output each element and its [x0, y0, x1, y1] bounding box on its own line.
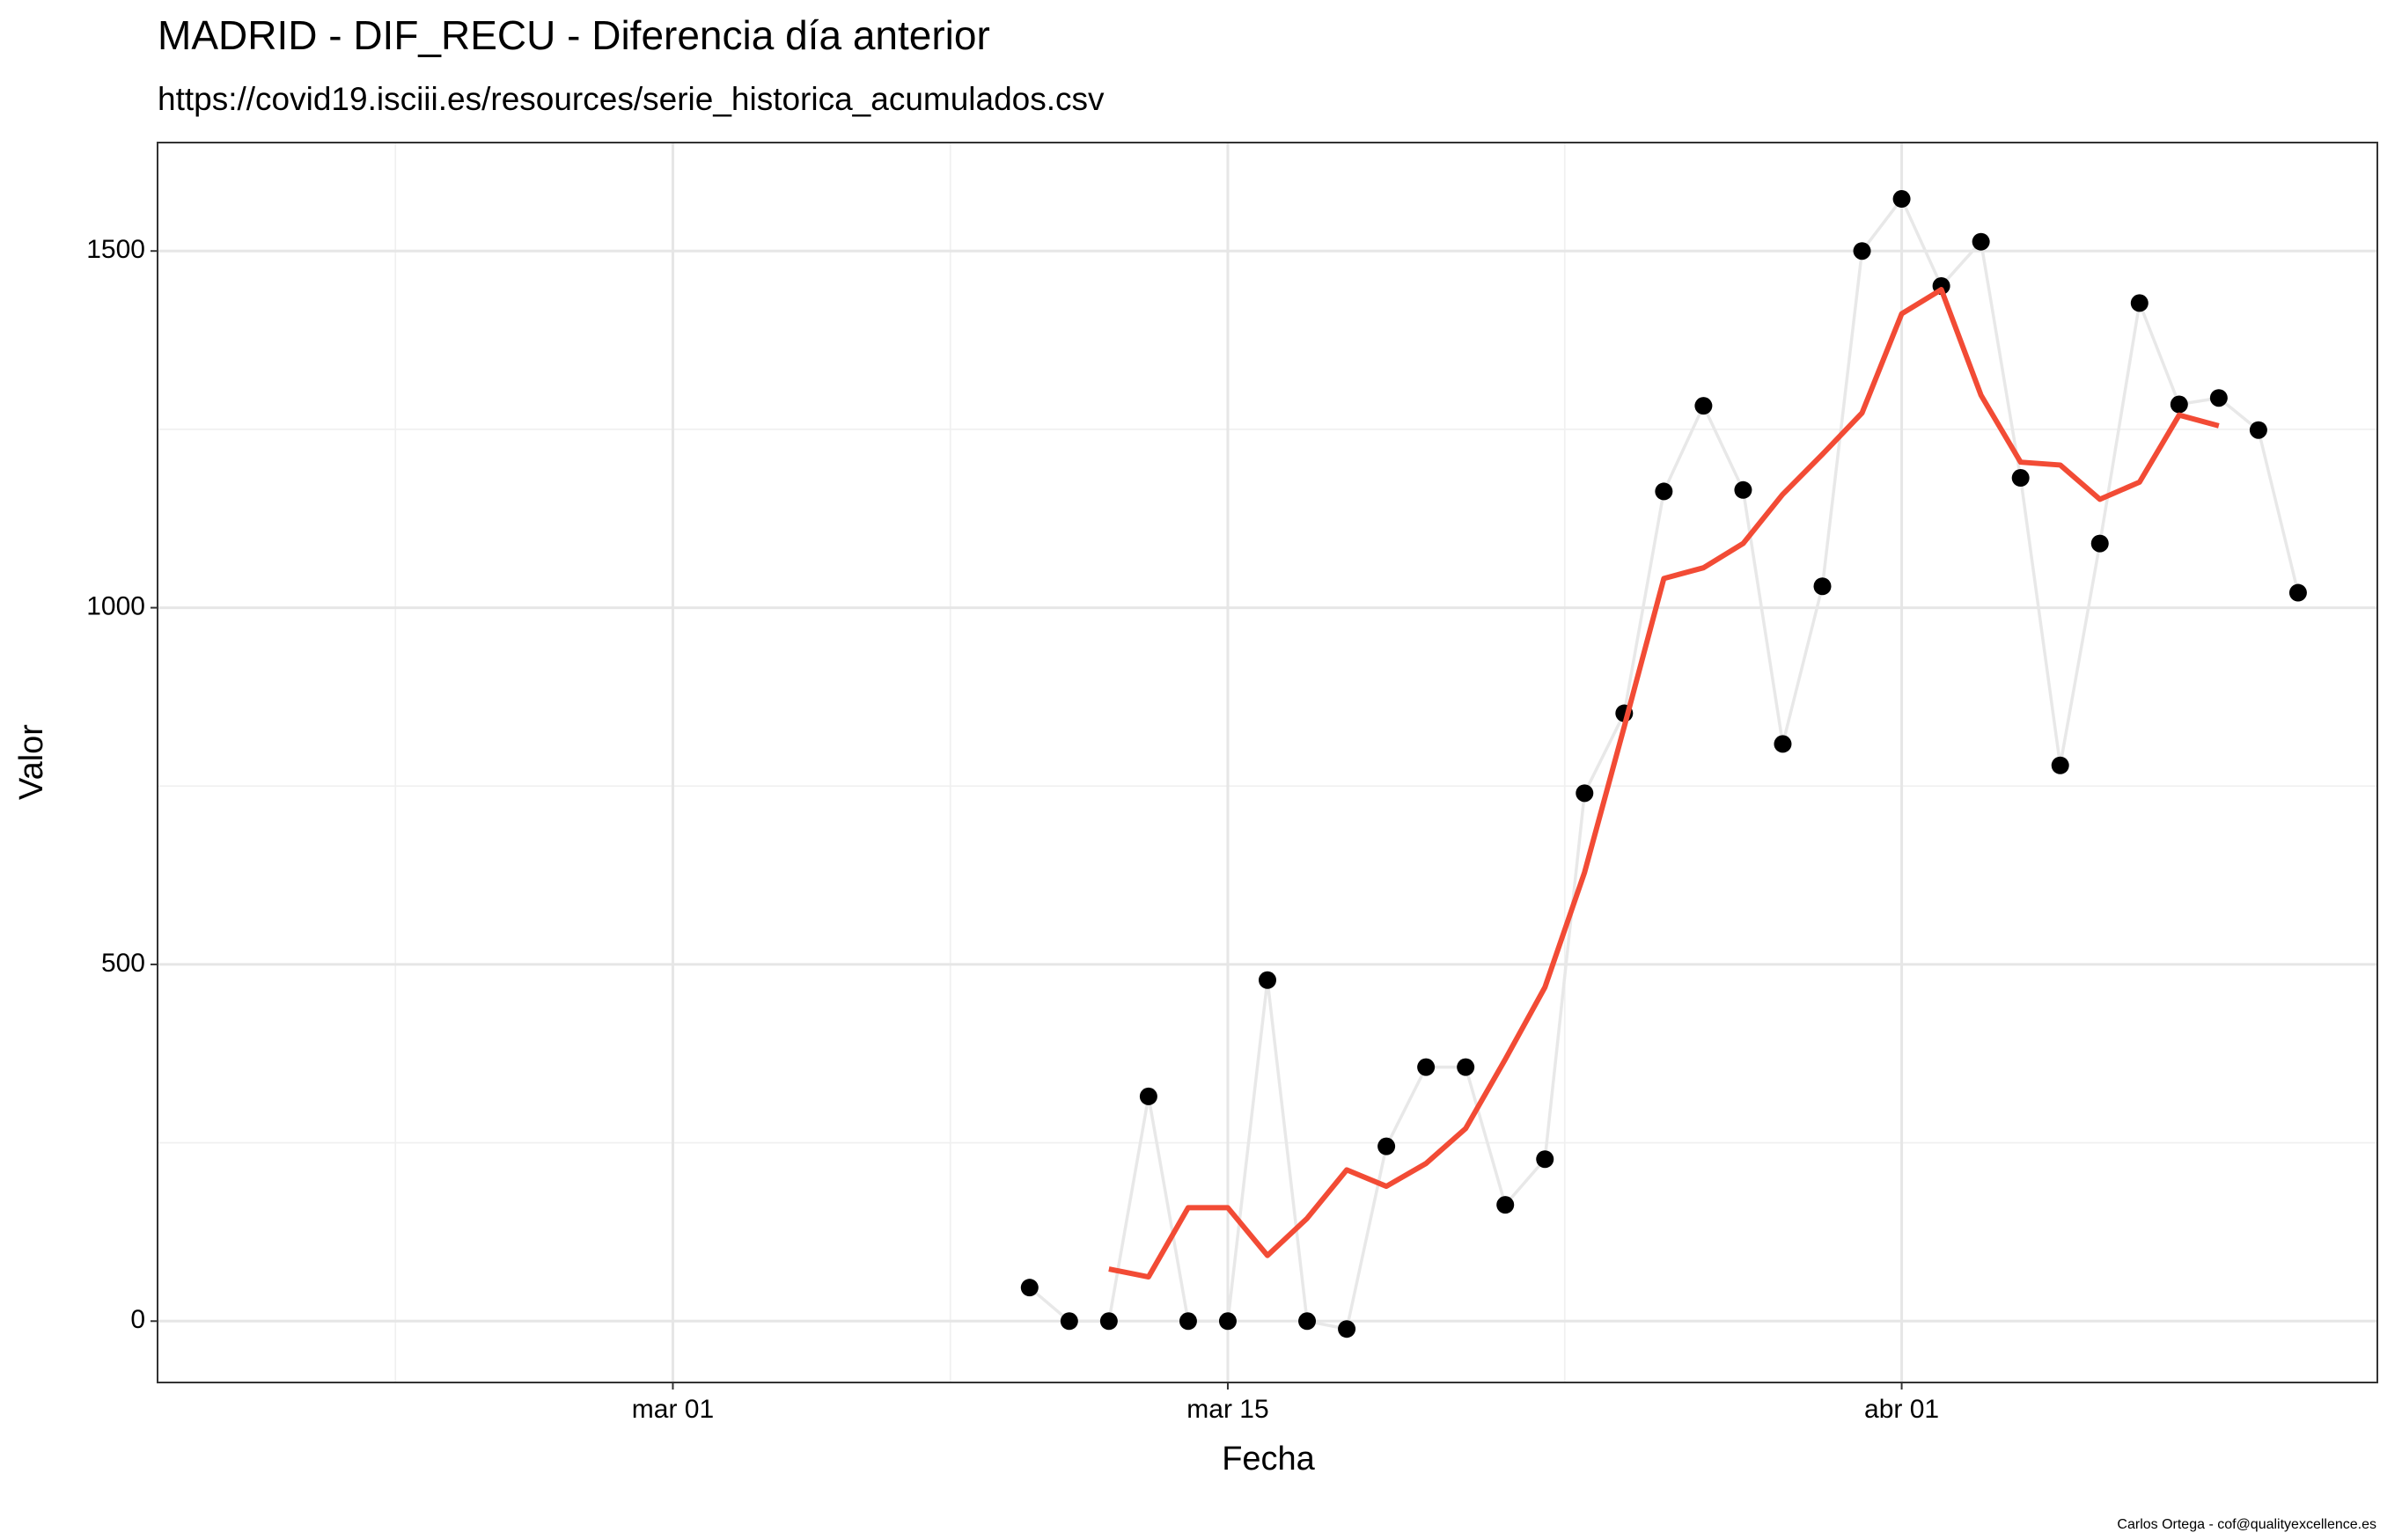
point — [1694, 397, 1713, 415]
point — [1655, 482, 1673, 501]
point — [2011, 469, 2030, 488]
point — [2288, 583, 2307, 602]
point — [1060, 1312, 1078, 1331]
point — [1892, 190, 1911, 209]
point — [2090, 534, 2109, 553]
point — [1259, 971, 1276, 989]
y-tick-label: 0 — [130, 1305, 145, 1334]
panel-border — [157, 142, 2378, 1383]
point — [1338, 1320, 1356, 1338]
point — [2051, 756, 2069, 774]
x-tick-label: abr 01 — [1864, 1395, 1939, 1424]
point — [1218, 1312, 1237, 1331]
x-tick-label: mar 15 — [1186, 1395, 1268, 1424]
y-axis-label: Valor — [13, 724, 50, 800]
moving-average-line — [1108, 287, 2220, 1280]
point — [1813, 577, 1832, 596]
point — [1576, 784, 1594, 803]
point — [2130, 294, 2149, 312]
connecting-line — [1028, 197, 2300, 1331]
point — [1020, 1279, 1039, 1297]
y-tick-label: 500 — [101, 949, 145, 978]
point — [2209, 389, 2228, 407]
point — [1853, 242, 1871, 260]
point — [1298, 1312, 1317, 1331]
point — [1734, 480, 1752, 499]
point — [2249, 421, 2267, 439]
x-axis-label: Fecha — [1222, 1441, 1315, 1478]
point — [1179, 1312, 1197, 1331]
point — [1457, 1058, 1475, 1076]
chart-subtitle: https://covid19.isciii.es/resources/seri… — [158, 81, 1105, 117]
chart-title: MADRID - DIF_RECU - Diferencia día anter… — [158, 12, 990, 58]
x-tick-label: mar 01 — [632, 1395, 714, 1424]
point — [1377, 1137, 1396, 1155]
point — [1972, 232, 1990, 251]
point — [1496, 1196, 1515, 1214]
point — [1139, 1087, 1157, 1105]
point — [1099, 1312, 1118, 1331]
point — [1417, 1058, 1436, 1076]
y-tick-label: 1500 — [86, 235, 145, 264]
point — [1536, 1150, 1554, 1169]
point — [2170, 395, 2188, 414]
y-tick-label: 1000 — [86, 591, 145, 620]
point — [1774, 735, 1792, 753]
caption: Carlos Ortega - cof@qualityexcellence.es — [2117, 1517, 2376, 1532]
